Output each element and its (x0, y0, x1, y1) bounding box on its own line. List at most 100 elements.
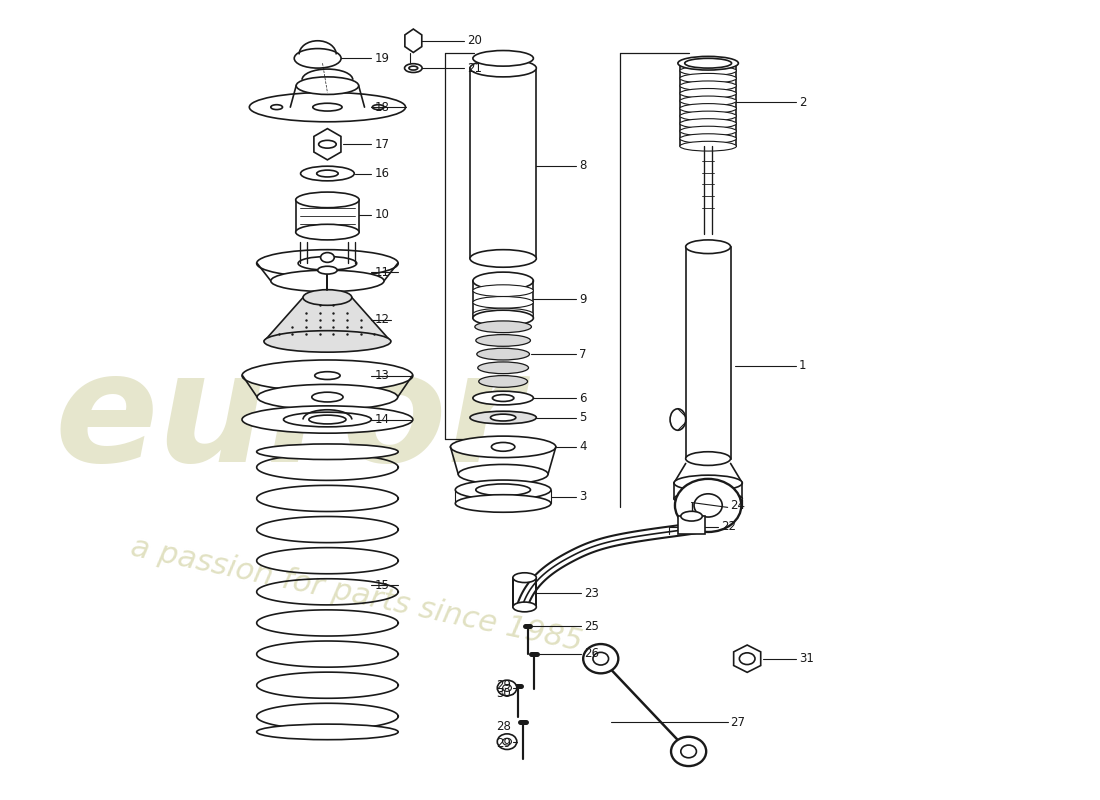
Ellipse shape (476, 484, 530, 496)
Ellipse shape (680, 74, 736, 83)
Ellipse shape (271, 270, 384, 292)
Text: 25: 25 (584, 620, 600, 633)
Text: 31: 31 (799, 652, 814, 665)
Ellipse shape (674, 492, 742, 506)
Ellipse shape (296, 77, 359, 94)
Ellipse shape (478, 375, 528, 387)
Ellipse shape (372, 105, 384, 110)
Ellipse shape (680, 66, 736, 76)
Ellipse shape (312, 103, 342, 111)
Text: 29: 29 (496, 678, 510, 691)
Ellipse shape (473, 285, 534, 297)
Ellipse shape (694, 494, 723, 517)
Ellipse shape (680, 103, 736, 114)
Ellipse shape (296, 224, 359, 240)
Ellipse shape (491, 414, 516, 421)
Ellipse shape (311, 392, 343, 402)
Ellipse shape (256, 724, 398, 740)
Text: 6: 6 (580, 391, 586, 405)
Text: a passion for parts since 1985: a passion for parts since 1985 (129, 533, 585, 658)
Polygon shape (405, 29, 421, 53)
Text: 26: 26 (584, 647, 600, 660)
Ellipse shape (681, 745, 696, 758)
Ellipse shape (583, 644, 618, 674)
Ellipse shape (671, 737, 706, 766)
Bar (470, 68, 537, 258)
Ellipse shape (473, 297, 534, 308)
Text: 13: 13 (374, 369, 389, 382)
Text: 10: 10 (374, 208, 389, 221)
Ellipse shape (315, 372, 340, 379)
Text: 29: 29 (496, 737, 510, 750)
Ellipse shape (473, 391, 534, 405)
Ellipse shape (476, 334, 530, 346)
Text: 4: 4 (580, 440, 586, 454)
Ellipse shape (477, 362, 528, 374)
Ellipse shape (680, 89, 736, 98)
Ellipse shape (739, 653, 755, 665)
Bar (685, 246, 730, 458)
Text: 27: 27 (730, 716, 746, 729)
Text: 8: 8 (580, 159, 586, 172)
Ellipse shape (405, 64, 422, 73)
Ellipse shape (503, 685, 512, 691)
Ellipse shape (455, 494, 551, 512)
Ellipse shape (317, 170, 338, 177)
Ellipse shape (450, 436, 556, 458)
Ellipse shape (685, 240, 730, 254)
Ellipse shape (409, 66, 418, 70)
Polygon shape (734, 645, 761, 672)
Text: 12: 12 (374, 314, 389, 326)
Ellipse shape (459, 465, 548, 484)
Polygon shape (314, 129, 341, 160)
Text: 18: 18 (374, 101, 389, 114)
Text: 9: 9 (580, 293, 586, 306)
Ellipse shape (294, 49, 341, 68)
Ellipse shape (680, 118, 736, 129)
Ellipse shape (475, 321, 531, 333)
Ellipse shape (256, 444, 398, 459)
Ellipse shape (685, 452, 730, 466)
Ellipse shape (680, 142, 736, 151)
Text: 14: 14 (374, 413, 389, 426)
Ellipse shape (256, 250, 398, 277)
Ellipse shape (681, 511, 702, 521)
Ellipse shape (242, 406, 412, 433)
Ellipse shape (675, 479, 741, 532)
Ellipse shape (250, 93, 406, 122)
Ellipse shape (680, 81, 736, 90)
Text: 3: 3 (580, 490, 586, 503)
Ellipse shape (473, 308, 534, 320)
Ellipse shape (497, 734, 517, 750)
Ellipse shape (284, 412, 372, 427)
Text: euror: euror (54, 345, 522, 494)
Ellipse shape (473, 50, 534, 66)
Ellipse shape (684, 58, 732, 68)
Bar (678, 516, 705, 534)
Ellipse shape (264, 330, 390, 352)
Ellipse shape (473, 272, 534, 290)
Text: 24: 24 (730, 499, 746, 512)
Text: 21: 21 (468, 62, 482, 74)
Ellipse shape (513, 573, 537, 582)
Text: 15: 15 (374, 579, 389, 592)
Ellipse shape (296, 192, 359, 208)
Text: 17: 17 (374, 138, 389, 150)
Text: 1: 1 (799, 359, 806, 372)
Text: 20: 20 (468, 34, 482, 47)
Text: 11: 11 (374, 266, 389, 278)
Ellipse shape (309, 415, 346, 424)
Ellipse shape (318, 266, 338, 274)
Ellipse shape (476, 348, 529, 360)
Ellipse shape (680, 111, 736, 121)
Ellipse shape (242, 360, 412, 391)
Ellipse shape (493, 394, 514, 402)
Ellipse shape (678, 56, 738, 70)
Polygon shape (264, 298, 390, 342)
Ellipse shape (680, 58, 736, 68)
Ellipse shape (670, 409, 685, 430)
Ellipse shape (492, 442, 515, 451)
Ellipse shape (680, 126, 736, 136)
Text: 22: 22 (720, 521, 736, 534)
Ellipse shape (320, 253, 334, 262)
